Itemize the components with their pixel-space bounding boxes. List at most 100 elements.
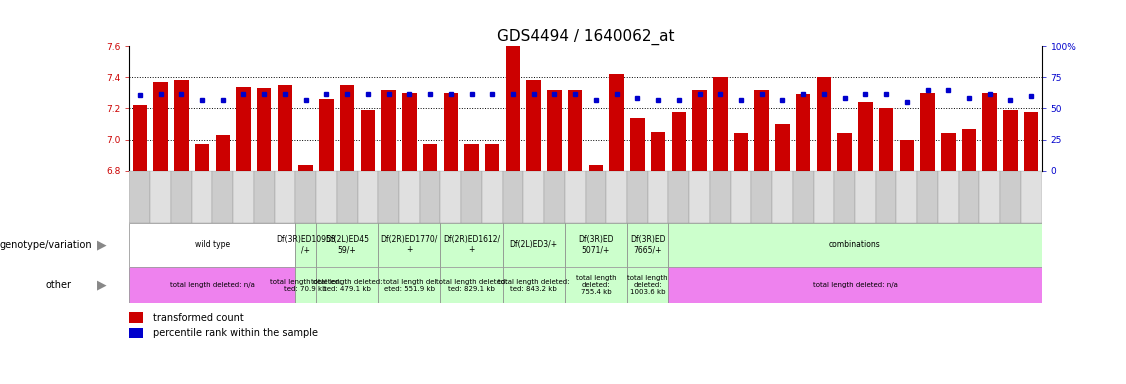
Bar (378, 171, 399, 223)
Bar (858, 102, 873, 171)
Bar (900, 140, 914, 171)
Bar (316, 171, 337, 223)
Bar (586, 171, 606, 223)
Bar (606, 171, 627, 223)
Text: total length deleted: n/a: total length deleted: n/a (813, 282, 897, 288)
Bar (420, 171, 440, 223)
Text: total length deleted:
ted: 843.2 kb: total length deleted: ted: 843.2 kb (498, 279, 570, 291)
Bar (129, 267, 295, 303)
Bar (253, 171, 275, 223)
Bar (175, 80, 188, 171)
Bar (1003, 110, 1018, 171)
Bar (502, 223, 565, 267)
Bar (627, 171, 647, 223)
Text: total length
deleted:
755.4 kb: total length deleted: 755.4 kb (575, 275, 616, 295)
Bar (709, 171, 731, 223)
Bar (627, 223, 669, 267)
Bar (399, 171, 420, 223)
Bar (233, 171, 253, 223)
Bar (938, 171, 958, 223)
Bar (150, 171, 171, 223)
Bar (669, 267, 1042, 303)
Bar (651, 132, 665, 171)
Bar (669, 171, 689, 223)
Bar (813, 171, 834, 223)
Text: total length deleted:
ted: 479.1 kb: total length deleted: ted: 479.1 kb (312, 279, 383, 291)
Bar (440, 171, 462, 223)
Bar (918, 171, 938, 223)
Bar (444, 93, 458, 171)
Bar (1021, 171, 1042, 223)
Bar (153, 82, 168, 171)
Bar (191, 171, 213, 223)
Bar (482, 171, 502, 223)
Text: Df(3R)ED10953
/+: Df(3R)ED10953 /+ (276, 235, 336, 255)
Text: combinations: combinations (829, 240, 881, 249)
Bar (298, 165, 313, 171)
Bar (524, 171, 544, 223)
Bar (751, 171, 772, 223)
Bar (565, 223, 627, 267)
Bar (129, 313, 143, 323)
Bar (129, 171, 150, 223)
Bar (360, 110, 375, 171)
Bar (278, 85, 293, 171)
Bar (129, 328, 143, 338)
Bar (257, 88, 271, 171)
Title: GDS4494 / 1640062_at: GDS4494 / 1640062_at (497, 28, 674, 45)
Bar (565, 171, 586, 223)
Bar (133, 105, 148, 171)
Text: Df(3R)ED
5071/+: Df(3R)ED 5071/+ (578, 235, 614, 255)
Bar (544, 171, 565, 223)
Bar (295, 267, 316, 303)
Bar (316, 223, 378, 267)
Bar (983, 93, 997, 171)
Bar (980, 171, 1000, 223)
Bar (1024, 112, 1038, 171)
Text: wild type: wild type (195, 240, 230, 249)
Bar (589, 165, 604, 171)
Bar (731, 171, 751, 223)
Bar (855, 171, 876, 223)
Bar (962, 129, 976, 171)
Bar (796, 94, 811, 171)
Bar (816, 77, 831, 171)
Text: Df(2R)ED1612/
+: Df(2R)ED1612/ + (443, 235, 500, 255)
Text: ▶: ▶ (97, 279, 106, 291)
Bar (734, 134, 749, 171)
Text: other: other (45, 280, 71, 290)
Bar (213, 171, 233, 223)
Bar (941, 134, 956, 171)
Bar (896, 171, 918, 223)
Text: total length del
eted: 551.9 kb: total length del eted: 551.9 kb (383, 279, 436, 291)
Text: Df(2R)ED1770/
+: Df(2R)ED1770/ + (381, 235, 438, 255)
Bar (692, 90, 707, 171)
Bar (647, 171, 669, 223)
Bar (422, 144, 437, 171)
Bar (838, 134, 852, 171)
Bar (440, 267, 502, 303)
Bar (402, 93, 417, 171)
Text: total length deleted:
ted: 70.9 kb: total length deleted: ted: 70.9 kb (270, 279, 341, 291)
Bar (527, 80, 540, 171)
Bar (215, 135, 230, 171)
Bar (775, 124, 789, 171)
Bar (129, 223, 295, 267)
Bar (920, 93, 935, 171)
Text: Df(2L)ED45
59/+: Df(2L)ED45 59/+ (325, 235, 369, 255)
Bar (568, 90, 582, 171)
Bar (547, 90, 562, 171)
Text: genotype/variation: genotype/variation (0, 240, 92, 250)
Bar (772, 171, 793, 223)
Bar (195, 144, 209, 171)
Text: ▶: ▶ (97, 238, 106, 251)
Bar (502, 267, 565, 303)
Text: total length
deleted:
1003.6 kb: total length deleted: 1003.6 kb (627, 275, 668, 295)
Bar (295, 171, 316, 223)
Text: total length deleted:
ted: 829.1 kb: total length deleted: ted: 829.1 kb (436, 279, 507, 291)
Bar (440, 223, 502, 267)
Bar (609, 74, 624, 171)
Bar (485, 144, 500, 171)
Bar (506, 46, 520, 171)
Text: transformed count: transformed count (153, 313, 244, 323)
